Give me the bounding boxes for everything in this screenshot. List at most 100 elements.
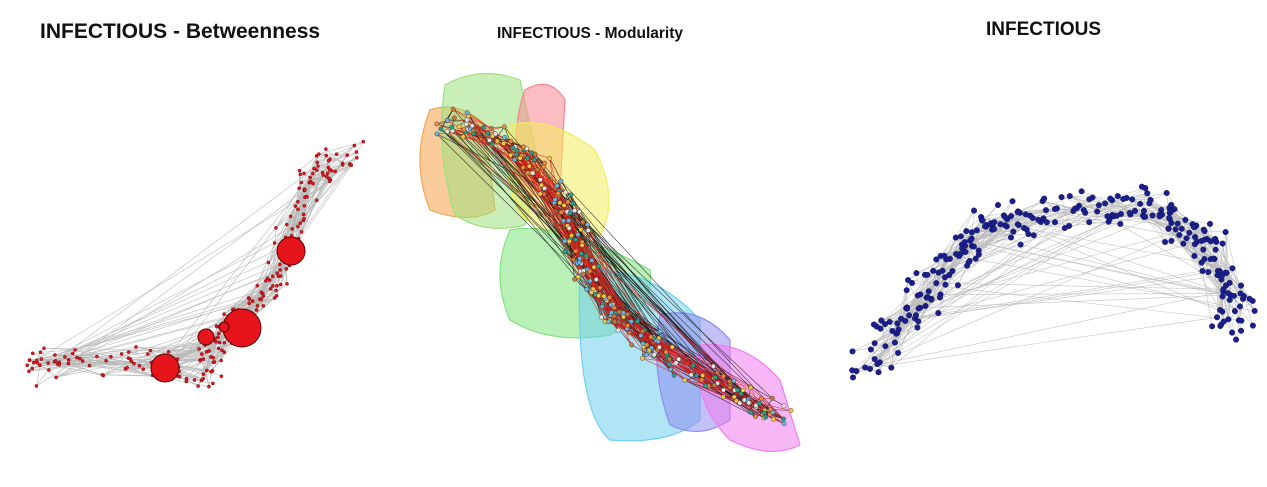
- network-edge: [54, 168, 315, 362]
- network-node: [514, 148, 520, 154]
- network-node: [596, 293, 602, 299]
- network-node: [270, 274, 275, 279]
- network-node: [1167, 208, 1174, 215]
- network-edge: [936, 282, 1224, 290]
- network-node: [735, 387, 741, 393]
- network-edge: [43, 347, 76, 351]
- network-node: [34, 384, 39, 388]
- network-node: [521, 144, 526, 150]
- network-node: [494, 138, 500, 144]
- network-node: [212, 360, 217, 364]
- network-node: [968, 235, 975, 242]
- network-node: [305, 195, 309, 199]
- network-edge: [1013, 211, 1018, 232]
- network-node: [584, 222, 590, 228]
- network-node: [1144, 190, 1151, 197]
- network-edge: [570, 194, 660, 339]
- network-edge: [1112, 200, 1130, 214]
- network-node: [584, 286, 590, 292]
- network-node: [54, 375, 58, 380]
- network-node: [597, 285, 603, 291]
- network-node: [954, 282, 961, 289]
- network-node: [587, 278, 593, 284]
- network-node: [299, 230, 304, 234]
- network-edge: [96, 356, 161, 370]
- network-node: [520, 165, 526, 170]
- network-edge: [242, 272, 278, 316]
- network-edge: [870, 349, 892, 368]
- network-node: [771, 416, 776, 422]
- network-edge: [870, 312, 939, 350]
- network-node: [1226, 279, 1233, 286]
- network-edge: [312, 167, 329, 184]
- network-node: [1238, 327, 1245, 334]
- network-edge: [55, 325, 217, 378]
- network-node: [731, 378, 737, 384]
- network-node: [1107, 195, 1114, 202]
- network-node: [748, 410, 754, 415]
- network-node: [552, 197, 558, 202]
- network-node: [693, 373, 699, 379]
- cross-community-edge: [737, 389, 785, 424]
- cross-community-edge: [642, 358, 694, 366]
- network-node: [485, 130, 491, 136]
- network-edge: [976, 204, 999, 231]
- network-node: [1014, 208, 1021, 215]
- network-node: [963, 228, 970, 235]
- network-node: [611, 313, 617, 319]
- network-node: [1226, 296, 1233, 303]
- network-node: [895, 326, 902, 333]
- network-node: [126, 350, 131, 354]
- network-node: [1219, 272, 1226, 279]
- network-node: [1237, 290, 1244, 297]
- network-node: [572, 276, 578, 282]
- network-edge: [325, 148, 343, 166]
- network-node: [464, 110, 470, 116]
- network-edge: [1020, 244, 1231, 296]
- network-node: [957, 233, 964, 240]
- network-node: [501, 124, 507, 130]
- network-node: [530, 170, 536, 176]
- network-node: [141, 367, 146, 372]
- network-node: [461, 127, 467, 133]
- network-node: [1209, 323, 1216, 330]
- network-node: [434, 131, 440, 137]
- betweenness-title: INFECTIOUS - Betweenness: [40, 20, 321, 43]
- network-edge: [856, 329, 899, 372]
- network-node: [470, 127, 476, 133]
- network-edge: [877, 315, 917, 365]
- network-node: [616, 309, 622, 315]
- network-node: [1030, 232, 1037, 239]
- network-node: [567, 210, 573, 216]
- network-edge: [299, 155, 317, 171]
- network-node: [267, 278, 272, 283]
- network-node: [1129, 196, 1136, 203]
- network-node: [312, 166, 316, 171]
- network-node: [585, 228, 591, 233]
- network-edge: [300, 174, 330, 182]
- network-node: [537, 177, 543, 183]
- network-node: [615, 327, 621, 333]
- cross-community-edge: [549, 158, 556, 200]
- network-edge: [55, 353, 74, 378]
- network-node: [38, 363, 42, 368]
- network-edge: [1233, 295, 1242, 331]
- network-node: [489, 125, 494, 131]
- network-edge: [1210, 241, 1227, 273]
- network-node: [247, 301, 251, 306]
- network-node: [1222, 229, 1229, 236]
- network-node: [1231, 308, 1238, 315]
- network-node: [217, 331, 221, 336]
- network-node: [611, 305, 617, 311]
- network-node: [1149, 212, 1156, 219]
- network-node: [563, 189, 569, 195]
- network-node: [261, 304, 266, 308]
- network-node: [570, 200, 576, 206]
- network-node: [196, 384, 200, 388]
- cross-community-edge: [447, 131, 771, 410]
- network-edge: [915, 210, 1145, 316]
- network-node: [1237, 303, 1244, 310]
- cross-community-edge: [579, 262, 632, 345]
- network-node: [994, 201, 1001, 208]
- network-node: [512, 157, 517, 163]
